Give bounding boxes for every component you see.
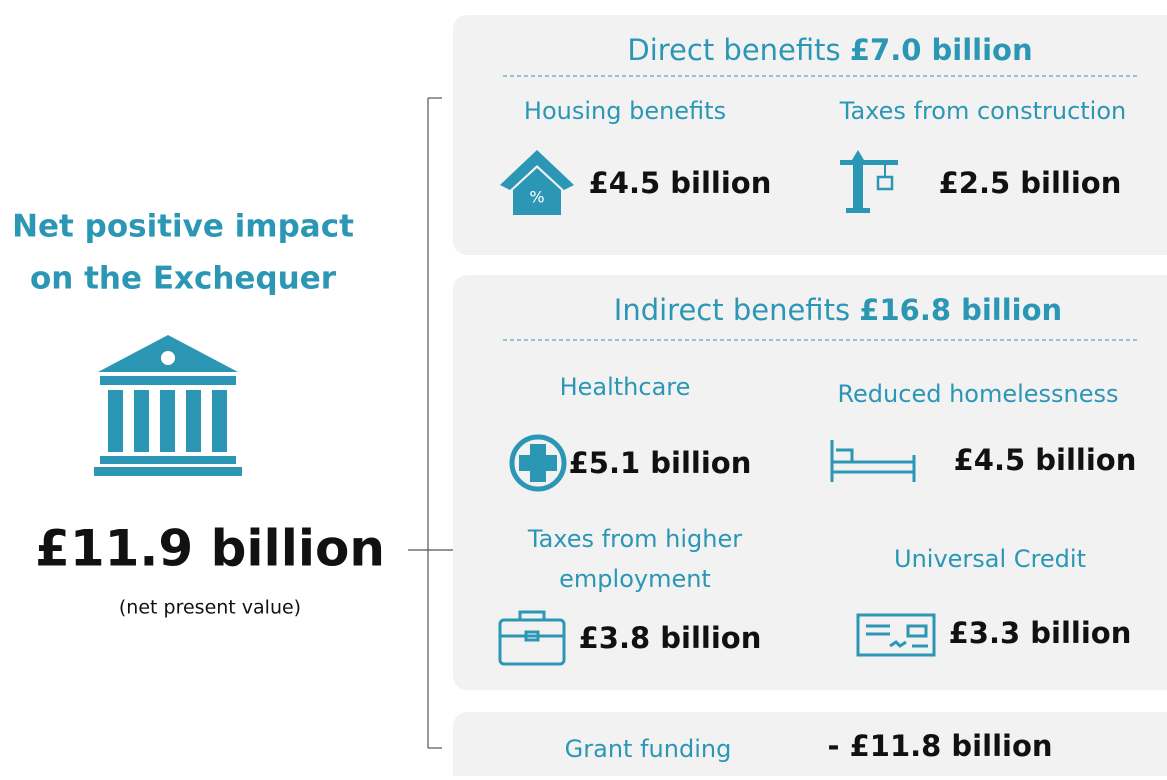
summary-title: on the Exchequer: [30, 261, 337, 297]
item-label: employment: [559, 565, 711, 593]
heading-amount: £16.8 billion: [859, 293, 1062, 327]
heading-text: Indirect benefits: [614, 293, 850, 327]
indirect-panel: [453, 275, 1167, 690]
item-label: Housing benefits: [524, 97, 726, 125]
item-label: Healthcare: [560, 373, 691, 401]
grant-panel: [453, 712, 1167, 780]
item-amount: £4.5 billion: [954, 443, 1137, 477]
total: £11.9 billion: [35, 520, 385, 578]
indirect-heading: Indirect benefits £16.8 billion: [614, 293, 1062, 327]
svg-text:%: %: [529, 188, 544, 207]
item-amount: £2.5 billion: [939, 166, 1122, 200]
summary-title: Net positive impact: [12, 209, 354, 245]
heading-text: Direct benefits: [627, 33, 840, 67]
briefcase-icon: [498, 610, 566, 666]
item-amount: £3.8 billion: [579, 621, 762, 655]
item-label: Universal Credit: [894, 545, 1086, 573]
note: (net present value): [119, 597, 301, 619]
bank-icon: [94, 335, 242, 476]
grant-amount: - £11.8 billion: [827, 729, 1052, 763]
item-label: Reduced homelessness: [837, 380, 1118, 408]
bed-icon: [830, 440, 916, 482]
item-amount: £4.5 billion: [589, 166, 772, 200]
direct-heading: Direct benefits £7.0 billion: [627, 33, 1032, 67]
house-icon: %: [500, 150, 574, 215]
item-amount: £5.1 billion: [569, 446, 752, 480]
heading-amount: £7.0 billion: [850, 33, 1033, 67]
bracket: [408, 97, 455, 749]
cheque-icon: [856, 613, 936, 657]
item-label: Taxes from higher: [527, 525, 742, 553]
crane-icon: [840, 150, 898, 213]
direct-panel: [453, 15, 1167, 255]
item-label: Taxes from construction: [839, 97, 1127, 125]
item-amount: £3.3 billion: [949, 616, 1132, 650]
health-icon: [509, 434, 567, 492]
grant-label: Grant funding: [565, 735, 732, 763]
